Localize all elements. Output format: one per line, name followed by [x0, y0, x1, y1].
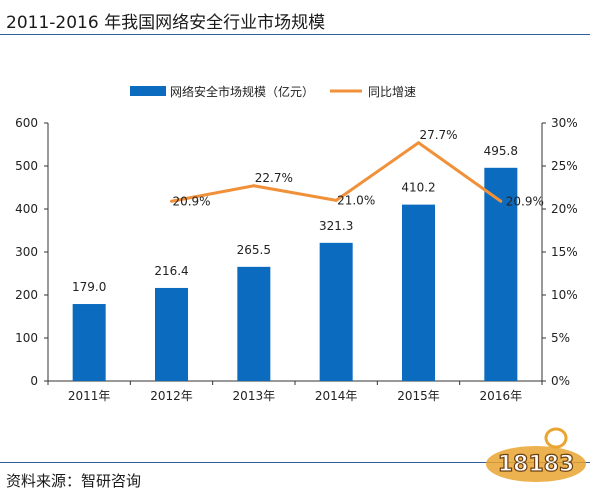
- growth-point: [417, 141, 420, 145]
- bar: [484, 167, 518, 381]
- footer-divider: [0, 462, 590, 463]
- y-left-tick-label: 500: [15, 159, 38, 173]
- bar: [402, 204, 435, 381]
- bar: [319, 242, 353, 381]
- bar-value-label: 410.2: [401, 181, 435, 195]
- growth-value-label: 22.7%: [255, 171, 293, 185]
- bar-value-label: 179.0: [72, 280, 106, 294]
- y-right-tick-label: 30%: [551, 116, 578, 130]
- x-tick-label: 2015年: [397, 389, 440, 403]
- bar: [155, 287, 188, 381]
- y-right-tick-label: 20%: [551, 202, 578, 216]
- x-tick-label: 2013年: [233, 389, 276, 403]
- y-left-tick-label: 200: [15, 288, 38, 302]
- x-tick-label: 2016年: [480, 389, 523, 403]
- growth-value-label: 20.9%: [506, 194, 544, 208]
- svg-text:18183: 18183: [498, 452, 575, 477]
- growth-point: [252, 184, 256, 188]
- bar-value-label: 495.8: [484, 144, 518, 158]
- bar-value-label: 265.5: [237, 243, 271, 257]
- title-divider: [0, 34, 590, 35]
- x-tick-label: 2012年: [150, 389, 193, 403]
- growth-point: [499, 199, 503, 203]
- y-right-tick-label: 15%: [551, 245, 578, 259]
- x-tick-label: 2014年: [315, 389, 358, 403]
- bar: [237, 266, 271, 381]
- growth-point: [170, 199, 173, 203]
- legend-bar-label: 网络安全市场规模（亿元）: [170, 84, 314, 99]
- y-right-tick-label: 0%: [551, 374, 570, 388]
- y-left-tick-label: 600: [15, 116, 38, 130]
- growth-value-label: 21.0%: [337, 193, 375, 207]
- y-left-tick-label: 100: [15, 331, 38, 345]
- y-right-tick-label: 5%: [551, 331, 570, 345]
- growth-value-label: 20.9%: [172, 194, 210, 208]
- watermark-logo: 18183: [486, 427, 586, 482]
- y-left-tick-label: 300: [15, 245, 38, 259]
- bar-value-label: 216.4: [154, 264, 188, 278]
- growth-point: [334, 198, 338, 202]
- y-right-tick-label: 25%: [551, 159, 578, 173]
- legend-bar-swatch: [130, 86, 166, 96]
- x-tick-label: 2011年: [68, 389, 111, 403]
- y-left-tick-label: 400: [15, 202, 38, 216]
- growth-value-label: 27.7%: [419, 128, 457, 142]
- chart-title: 2011-2016 年我国网络安全行业市场规模: [6, 13, 326, 33]
- source-note: 资料来源：智研咨询: [6, 472, 142, 490]
- bar-value-label: 321.3: [319, 219, 353, 233]
- y-right-tick-label: 10%: [551, 288, 578, 302]
- y-left-tick-label: 0: [30, 374, 38, 388]
- bar: [72, 304, 106, 381]
- legend-line-label: 同比增速: [368, 85, 416, 99]
